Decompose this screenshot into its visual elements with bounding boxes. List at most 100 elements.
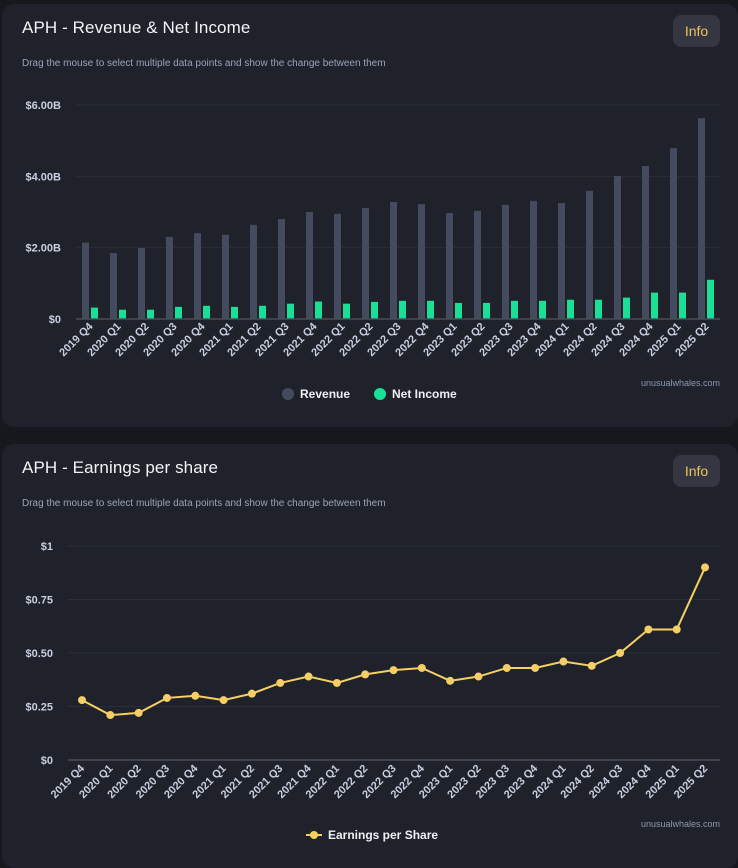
net-income-bar[interactable]	[511, 300, 518, 319]
revenue-bar[interactable]	[250, 224, 257, 319]
revenue-bar[interactable]	[222, 234, 229, 319]
info-button[interactable]: Info	[673, 455, 720, 487]
eps-point[interactable]	[474, 672, 483, 681]
net-income-bar[interactable]	[623, 297, 630, 319]
circle-dot-icon	[374, 388, 386, 400]
y-tick-label: $0	[49, 314, 61, 326]
eps-point[interactable]	[616, 649, 625, 657]
eps-point[interactable]	[219, 696, 228, 705]
net-income-bar[interactable]	[259, 305, 266, 319]
revenue-bar[interactable]	[138, 248, 145, 319]
net-income-bar[interactable]	[427, 300, 434, 319]
revenue-bar[interactable]	[530, 200, 537, 319]
y-tick-label: $0	[41, 755, 53, 767]
line-marker-icon	[306, 831, 322, 839]
revenue-bar[interactable]	[82, 242, 89, 319]
revenue-bar[interactable]	[110, 253, 117, 319]
eps-point[interactable]	[587, 661, 596, 670]
revenue-bar[interactable]	[670, 148, 677, 319]
revenue-bar[interactable]	[586, 190, 593, 319]
eps-point[interactable]	[644, 625, 653, 634]
revenue-net-income-card: APH - Revenue & Net Income Drag the mous…	[2, 4, 738, 427]
info-button[interactable]: Info	[673, 15, 720, 47]
eps-point[interactable]	[162, 693, 171, 702]
net-income-bar[interactable]	[371, 301, 378, 319]
eps-point[interactable]	[304, 672, 313, 681]
y-tick-label: $1	[41, 541, 53, 553]
eps-point[interactable]	[446, 676, 455, 685]
legend-label: Net Income	[392, 387, 457, 401]
net-income-bar[interactable]	[147, 309, 154, 319]
circle-dot-icon	[282, 388, 294, 400]
net-income-bar[interactable]	[455, 302, 462, 319]
y-tick-label: $0.75	[25, 595, 53, 607]
eps-point[interactable]	[276, 678, 285, 687]
eps-line	[81, 566, 706, 717]
net-income-bar[interactable]	[539, 300, 546, 319]
y-tick-label: $4.00B	[26, 171, 62, 183]
watermark: unusualwhales.com	[640, 819, 720, 829]
revenue-bar[interactable]	[334, 213, 341, 319]
legend-net-income[interactable]: Net Income	[374, 387, 457, 401]
net-income-bar[interactable]	[203, 305, 210, 319]
net-income-bar[interactable]	[287, 303, 294, 319]
net-income-bar[interactable]	[231, 306, 238, 319]
eps-point[interactable]	[701, 563, 710, 572]
revenue-bar[interactable]	[418, 204, 425, 319]
legend-label: Earnings per Share	[328, 828, 439, 842]
eps-point[interactable]	[672, 625, 681, 634]
eps-point[interactable]	[531, 663, 540, 672]
net-income-bar[interactable]	[315, 301, 322, 319]
revenue-bar[interactable]	[278, 219, 285, 319]
y-tick-label: $6.00B	[26, 100, 62, 112]
revenue-bar[interactable]	[166, 236, 173, 319]
net-income-bar[interactable]	[595, 299, 602, 319]
y-tick-label: $0.25	[25, 702, 53, 714]
eps-card: APH - Earnings per share Drag the mouse …	[2, 444, 738, 868]
revenue-bar[interactable]	[642, 165, 649, 319]
legend-label: Revenue	[300, 387, 351, 401]
net-income-bar[interactable]	[399, 300, 406, 319]
net-income-bar[interactable]	[175, 306, 182, 319]
net-income-bar[interactable]	[483, 302, 490, 319]
revenue-bar[interactable]	[306, 212, 313, 319]
eps-point[interactable]	[389, 666, 398, 675]
revenue-bar[interactable]	[614, 175, 621, 319]
revenue-bar[interactable]	[390, 202, 397, 319]
net-income-bar[interactable]	[119, 309, 126, 319]
eps-point[interactable]	[502, 663, 511, 672]
net-income-bar[interactable]	[679, 292, 686, 319]
revenue-bar[interactable]	[446, 213, 453, 319]
eps-point[interactable]	[191, 691, 200, 700]
legend-eps[interactable]: Earnings per Share	[306, 828, 438, 842]
y-tick-label: $2.00B	[26, 243, 62, 255]
net-income-bar[interactable]	[91, 307, 98, 319]
net-income-bar[interactable]	[707, 279, 714, 319]
eps-point[interactable]	[559, 657, 568, 666]
revenue-bar[interactable]	[698, 118, 705, 320]
chart-subtitle: Drag the mouse to select multiple data p…	[22, 498, 386, 509]
revenue-bar[interactable]	[474, 210, 481, 319]
eps-point[interactable]	[134, 708, 143, 717]
eps-point[interactable]	[78, 696, 86, 705]
net-income-bar[interactable]	[567, 299, 574, 319]
eps-point[interactable]	[332, 678, 341, 687]
watermark: unusualwhales.com	[640, 378, 720, 388]
y-tick-label: $0.50	[25, 648, 53, 660]
revenue-bar[interactable]	[502, 204, 509, 319]
revenue-bar[interactable]	[194, 233, 201, 319]
revenue-bar[interactable]	[362, 208, 369, 319]
net-income-bar[interactable]	[651, 292, 658, 319]
legend-revenue[interactable]: Revenue	[282, 387, 350, 401]
eps-point[interactable]	[247, 689, 256, 698]
eps-point[interactable]	[361, 670, 370, 679]
eps-point[interactable]	[417, 663, 426, 672]
net-income-bar[interactable]	[343, 303, 350, 319]
chart-title: APH - Earnings per share	[22, 458, 219, 477]
chart-subtitle: Drag the mouse to select multiple data p…	[22, 58, 386, 69]
revenue-bar[interactable]	[558, 203, 565, 319]
eps-point[interactable]	[106, 711, 115, 720]
chart-title: APH - Revenue & Net Income	[22, 18, 251, 37]
